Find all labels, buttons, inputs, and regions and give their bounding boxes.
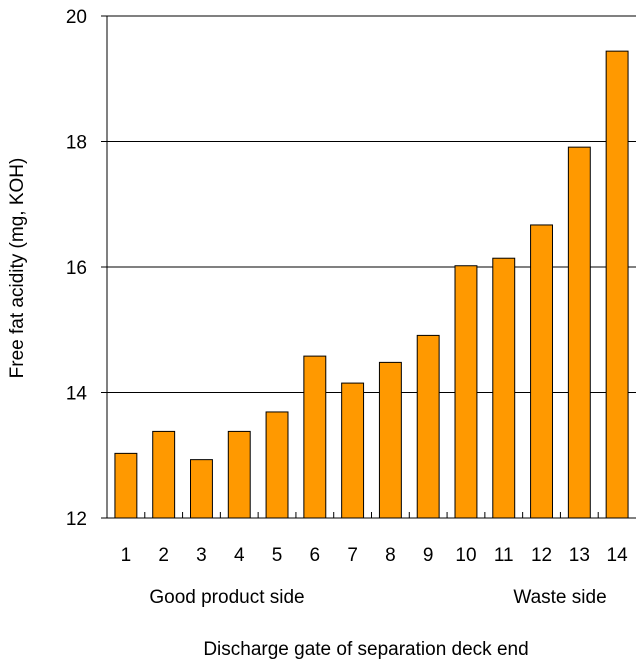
y-tick-label: 14 xyxy=(66,384,88,405)
bar xyxy=(454,265,478,519)
bar xyxy=(416,334,440,519)
x-tick-label: 4 xyxy=(234,545,245,566)
waste-side-label: Waste side xyxy=(513,587,606,608)
bar xyxy=(530,224,553,519)
bars xyxy=(114,50,629,519)
y-tick-label: 20 xyxy=(66,7,87,28)
x-tick-label: 11 xyxy=(494,545,514,566)
bar xyxy=(227,430,251,519)
y-tick-label: 16 xyxy=(66,258,87,279)
bar xyxy=(605,50,629,519)
bar xyxy=(303,355,327,519)
bar xyxy=(378,361,402,519)
x-tick-label: 6 xyxy=(310,545,321,566)
bar xyxy=(341,382,365,519)
x-tick-label: 10 xyxy=(455,545,476,566)
y-axis-title: Free fat acidity (mg, KOH) xyxy=(7,158,28,379)
x-tick-label: 3 xyxy=(196,545,207,566)
x-tick-label: 5 xyxy=(272,545,283,566)
bar xyxy=(265,411,289,519)
grid-lines xyxy=(107,15,636,393)
bar xyxy=(492,257,516,519)
bar xyxy=(114,452,138,519)
x-tick-label: 9 xyxy=(423,545,434,566)
x-tick-label: 14 xyxy=(607,545,629,566)
good-product-side-label: Good product side xyxy=(149,587,304,608)
x-tick-label: 2 xyxy=(158,545,169,566)
x-tick-label: 8 xyxy=(385,545,396,566)
y-tick-label: 12 xyxy=(66,509,87,530)
axes xyxy=(101,15,636,519)
x-tick-label: 1 xyxy=(121,545,132,566)
x-axis-title: Discharge gate of separation deck end xyxy=(203,639,528,660)
y-tick-label: 18 xyxy=(66,133,87,154)
bar xyxy=(190,459,213,519)
x-tick-label: 13 xyxy=(569,545,590,566)
x-tick-label: 12 xyxy=(531,545,552,566)
bar xyxy=(567,146,591,519)
x-tick-label: 7 xyxy=(347,545,358,566)
bar xyxy=(152,430,176,519)
